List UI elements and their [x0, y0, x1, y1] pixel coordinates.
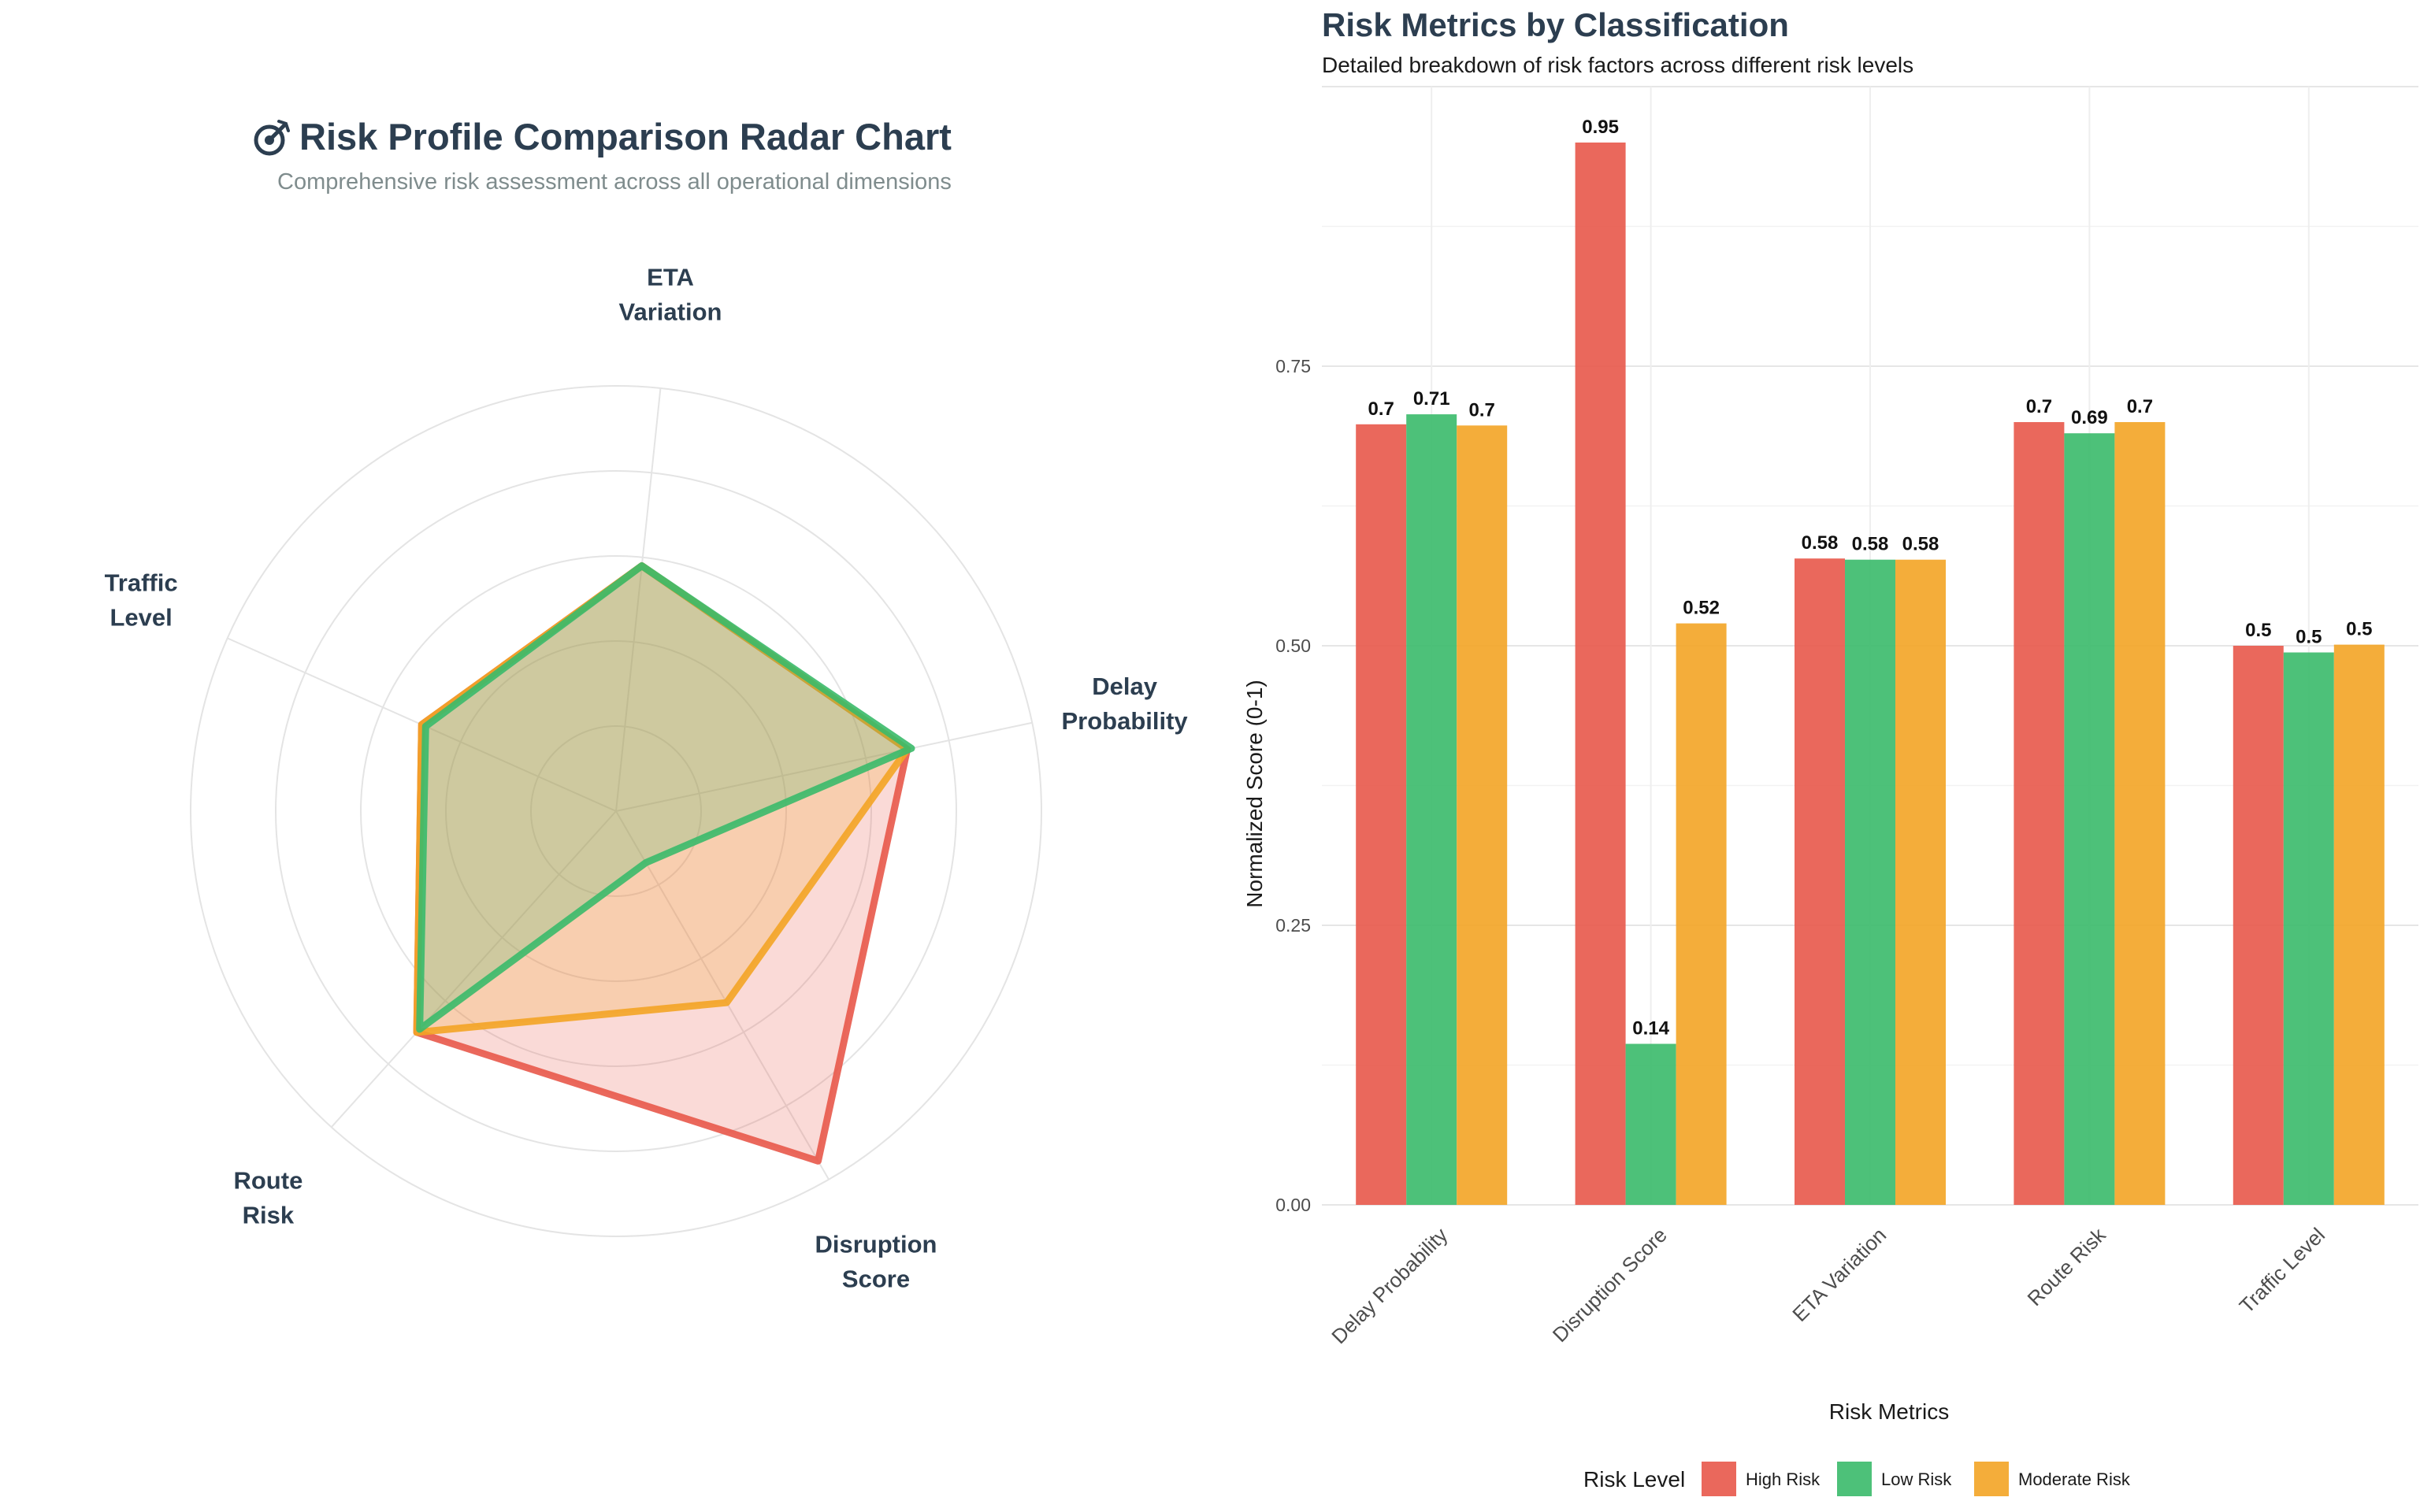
bar-data-label: 0.71 — [1413, 388, 1450, 410]
radar-axis-label: Delay — [1092, 673, 1157, 700]
legend-label: High Risk — [1746, 1469, 1821, 1489]
bar-low-risk-route-risk — [2064, 433, 2115, 1205]
radar-spoke-2 — [330, 810, 617, 1128]
bar-moderate-risk-traffic-level — [2333, 644, 2385, 1205]
bar-low-risk-traffic-level — [2283, 652, 2334, 1205]
y-tick-label: 0.25 — [1275, 915, 1311, 936]
bar-data-label: 0.52 — [1683, 598, 1720, 619]
radar-spoke-1 — [615, 810, 830, 1180]
radar-ring-3 — [360, 555, 872, 1067]
bar-chart-title: Risk Metrics by Classification — [1322, 6, 1789, 43]
radar-axis-label: Traffic — [105, 569, 178, 597]
bar-marks: 0.7 0.95 0.58 0.7 0.5 0.71 0.14 0.58 0.69 0.5 0.7 0… — [1356, 117, 2385, 1205]
radar-axis-label: Variation — [619, 298, 722, 326]
radar-axis-labels: Delay Probability Disruption Score Route Risk… — [105, 264, 1189, 1293]
x-tick-label: ETA Variation — [1787, 1223, 1891, 1326]
radar-ring-4 — [275, 470, 957, 1152]
x-tick-label: Route Risk — [2023, 1222, 2111, 1310]
bar-moderate-risk-delay-probability — [1457, 425, 1508, 1205]
legend: Risk Level High Risk Low Risk Moderate Ris… — [1583, 1462, 2131, 1496]
bar-data-label: 0.7 — [1469, 399, 1495, 421]
bar-low-risk-disruption-score — [1625, 1043, 1676, 1205]
bar-chart-subtitle: Detailed breakdown of risk factors acros… — [1322, 53, 1913, 77]
x-axis-ticks: Delay Probability Disruption Score ETA Var… — [1327, 1222, 2329, 1348]
legend-swatch-moderate-risk — [1974, 1462, 2009, 1496]
legend-swatch-low-risk — [1837, 1462, 1872, 1496]
bar-chart: Risk Metrics by Classification Detailed … — [1242, 6, 2418, 1496]
legend-label: Low Risk — [1881, 1469, 1952, 1489]
bar-data-label: 0.7 — [1368, 398, 1394, 420]
radar-spoke-4 — [615, 387, 662, 812]
bar-data-label: 0.58 — [1902, 534, 1939, 555]
bar-data-label: 0.7 — [2127, 396, 2153, 417]
radar-axis-label: Route — [233, 1167, 302, 1195]
y-tick-label: 0.00 — [1275, 1195, 1311, 1215]
bar-data-label: 0.5 — [2245, 620, 2271, 641]
radar-axis-label: Score — [842, 1266, 910, 1293]
bar-high-risk-eta-variation — [1795, 558, 1845, 1205]
radar-title: Risk Profile Comparison Radar Chart — [299, 116, 952, 158]
legend-label: Moderate Risk — [2018, 1469, 2131, 1489]
bar-high-risk-route-risk — [2014, 422, 2065, 1205]
x-tick-label: Traffic Level — [2235, 1223, 2329, 1317]
radar-chart: Risk Profile Comparison Radar Chart Comp… — [105, 116, 1189, 1293]
radar-axis-label: Level — [109, 604, 172, 632]
y-axis-ticks: 0.00 0.25 0.50 0.75 — [1275, 356, 1311, 1215]
legend-swatch-high-risk — [1702, 1462, 1736, 1496]
radar-spoke-0 — [615, 721, 1033, 812]
radar-axis-label: Probability — [1061, 707, 1188, 735]
x-axis-label: Risk Metrics — [1829, 1399, 1949, 1424]
radar-ring-2 — [445, 640, 787, 982]
bar-low-risk-delay-probability — [1406, 414, 1457, 1205]
legend-title: Risk Level — [1583, 1467, 1685, 1492]
target-icon — [254, 120, 290, 156]
radar-subtitle: Comprehensive risk assessment across all… — [277, 169, 952, 195]
bar-data-label: 0.7 — [2026, 396, 2052, 417]
y-tick-label: 0.50 — [1275, 636, 1311, 656]
radar-ring-5 — [190, 385, 1042, 1237]
bar-data-label: 0.58 — [1802, 532, 1839, 554]
bar-high-risk-delay-probability — [1356, 424, 1407, 1205]
bar-data-label: 0.69 — [2071, 407, 2108, 428]
bar-data-label: 0.5 — [2346, 619, 2372, 640]
bar-high-risk-disruption-score — [1575, 143, 1626, 1205]
bar-moderate-risk-route-risk — [2114, 422, 2166, 1205]
y-axis-label: Normalized Score (0-1) — [1242, 680, 1267, 907]
bar-data-label: 0.5 — [2296, 627, 2322, 648]
bar-moderate-risk-eta-variation — [1895, 559, 1946, 1205]
x-tick-label: Delay Probability — [1327, 1223, 1452, 1348]
radar-axis-label: Disruption — [815, 1231, 937, 1258]
y-tick-label: 0.75 — [1275, 356, 1311, 376]
radar-axis-label: ETA — [647, 264, 694, 291]
radar-axis-label: Risk — [243, 1202, 295, 1229]
bar-low-risk-eta-variation — [1845, 559, 1895, 1205]
radar-series — [413, 562, 915, 1165]
bar-data-label: 0.14 — [1632, 1018, 1669, 1040]
bar-moderate-risk-disruption-score — [1676, 623, 1727, 1205]
x-tick-label: Disruption Score — [1548, 1223, 1672, 1347]
bar-data-label: 0.95 — [1582, 117, 1619, 138]
radar-ring-1 — [530, 725, 702, 897]
bar-high-risk-traffic-level — [2233, 646, 2284, 1205]
radar-title-group: Risk Profile Comparison Radar Chart Comp… — [254, 116, 952, 195]
radar-series-low-risk — [416, 562, 915, 1033]
radar-grid — [190, 385, 1042, 1237]
bar-data-label: 0.58 — [1852, 534, 1889, 555]
